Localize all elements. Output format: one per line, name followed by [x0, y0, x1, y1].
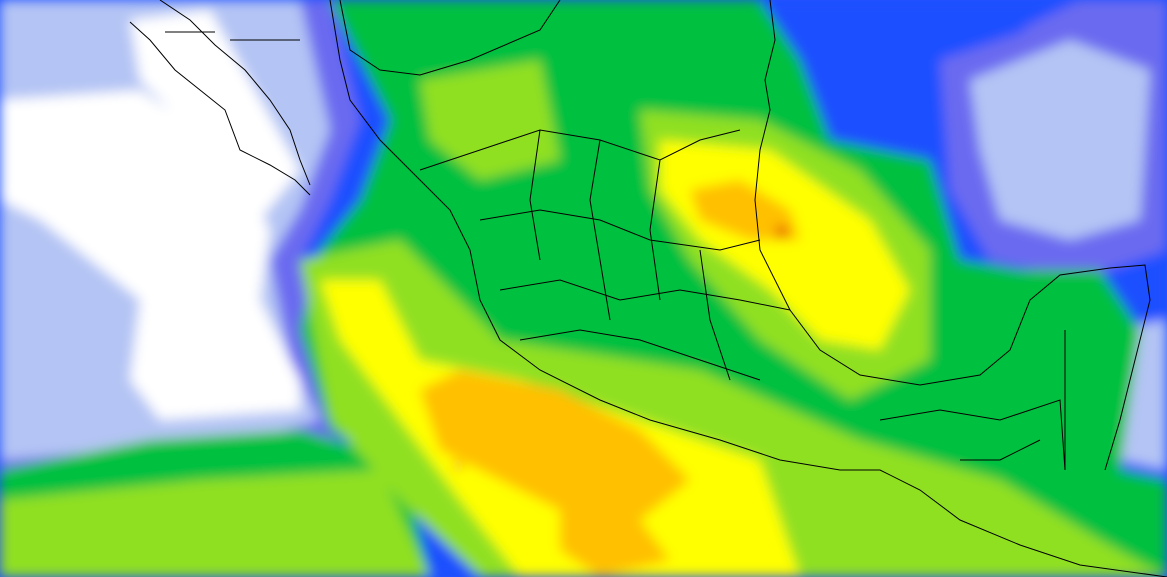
boundaries	[129, 0, 1167, 577]
gulf-coast	[754, 0, 1151, 471]
us-border	[165, 0, 561, 76]
baja-coast-east	[159, 0, 311, 186]
baja-coast	[129, 21, 311, 196]
state-borders	[419, 129, 1066, 471]
pacific-coast	[329, 0, 1167, 577]
